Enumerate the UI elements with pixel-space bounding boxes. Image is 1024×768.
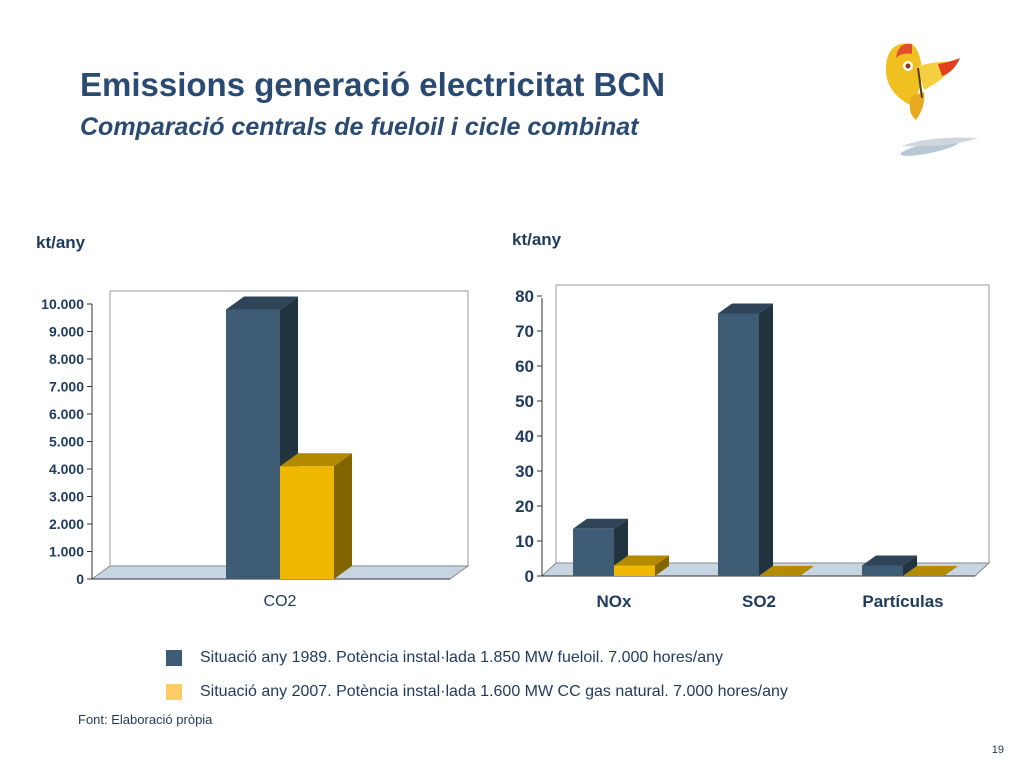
right-bar-so2-1989-side [759,303,773,576]
left-bar-co2-2007 [280,453,352,579]
right-bar-so2-1989 [718,303,773,576]
right-bar-nox-2007-front [614,565,655,576]
right-y-tick-label: 80 [515,287,534,306]
legend-swatch-1989 [166,650,182,666]
right-bar-so2-2007-top [759,566,814,576]
right-bars [573,303,958,576]
right-x-tick-label-so2: SO2 [742,592,776,611]
right-y-tick-label: 0 [525,567,534,586]
left-y-tick-label: 10.000 [41,296,84,312]
right-y-ticks: 0 10 20 30 40 50 60 70 80 [515,287,542,586]
source-note: Font: Elaboració pròpia [78,712,213,727]
left-y-tick-label: 6.000 [49,406,84,422]
butterfly-logo-icon [885,43,978,156]
bar-charts: kt/any 0 1.000 2.000 3.000 4.000 5.000 6.000 7.… [36,230,991,611]
right-y-tick-label: 20 [515,497,534,516]
right-y-tick-label: 10 [515,532,534,551]
legend-label-1989: Situació any 1989. Potència instal·lada … [200,649,723,666]
right-bar-nox-1989-front [573,528,614,576]
legend-label-2007: Situació any 2007. Potència instal·lada … [200,683,788,700]
right-bar-so2-2007 [759,566,814,576]
right-y-tick-label: 40 [515,427,534,446]
left-bar-co2-2007-front [280,466,334,579]
left-bar-co2-2007-top [280,453,352,467]
right-bar-nox-2007 [614,555,669,576]
left-y-tick-label: 7.000 [49,379,84,395]
right-bar-particulas-2007-top [903,566,958,576]
left-y-ticks: 0 1.000 2.000 3.000 4.000 5.000 6.000 7.000 8.00… [41,296,92,587]
left-y-tick-label: 3.000 [49,489,84,505]
right-bar-so2-1989-top [718,303,773,314]
left-y-tick-label: 8.000 [49,351,84,367]
left-y-axis-label: kt/any [36,233,86,252]
right-x-tick-label-particulas: Partículas [862,592,943,611]
left-bar-co2-1989-top [226,296,298,310]
right-bar-nox-2007-side [655,555,669,576]
left-y-tick-label: 0 [76,571,84,587]
right-bar-particulas-1989-top [862,555,917,566]
right-bar-nox-1989-top [573,518,628,529]
right-y-axis-label: kt/any [512,230,562,249]
right-bar-particulas-1989-side [903,555,917,576]
slide-title: Emissions generació electricitat BCN [80,66,666,103]
left-bar-co2-1989 [226,296,298,579]
left-y-tick-label: 4.000 [49,461,84,477]
legend-item-2007: Situació any 2007. Potència instal·lada … [166,683,788,701]
left-y-tick-label: 1.000 [49,544,84,560]
left-y-tick-label: 9.000 [49,324,84,340]
left-y-tick-label: 2.000 [49,516,84,532]
left-bar-co2-2007-side [334,453,352,579]
left-bars [226,296,352,579]
right-y-tick-label: 50 [515,392,534,411]
right-y-tick-label: 30 [515,462,534,481]
left-y-tick-label: 5.000 [49,434,84,450]
slide-subtitle: Comparació centrals de fueloil i cicle c… [80,113,639,141]
page-number: 19 [991,744,1004,756]
right-y-tick-label: 60 [515,357,534,376]
chart-right: kt/any 0 10 20 30 40 50 60 70 80 NOx SO2 Partícu… [512,230,991,611]
right-bar-nox-2007-top [614,555,669,566]
legend-swatch-2007 [166,684,182,700]
right-bar-particulas-2007 [903,566,958,576]
left-bar-co2-1989-front [226,309,280,579]
right-x-tick-label-nox: NOx [597,592,633,611]
right-y-tick-label: 70 [515,322,534,341]
right-bar-particulas-1989 [862,555,917,576]
chart-left: kt/any 0 1.000 2.000 3.000 4.000 5.000 6.000 7.… [36,233,470,610]
right-bar-nox-1989 [573,518,628,576]
right-bar-particulas-1989-front [862,565,903,576]
left-x-tick-label: CO2 [264,593,297,610]
legend-item-1989: Situació any 1989. Potència instal·lada … [166,649,723,667]
right-bar-so2-1989-front [718,313,759,576]
